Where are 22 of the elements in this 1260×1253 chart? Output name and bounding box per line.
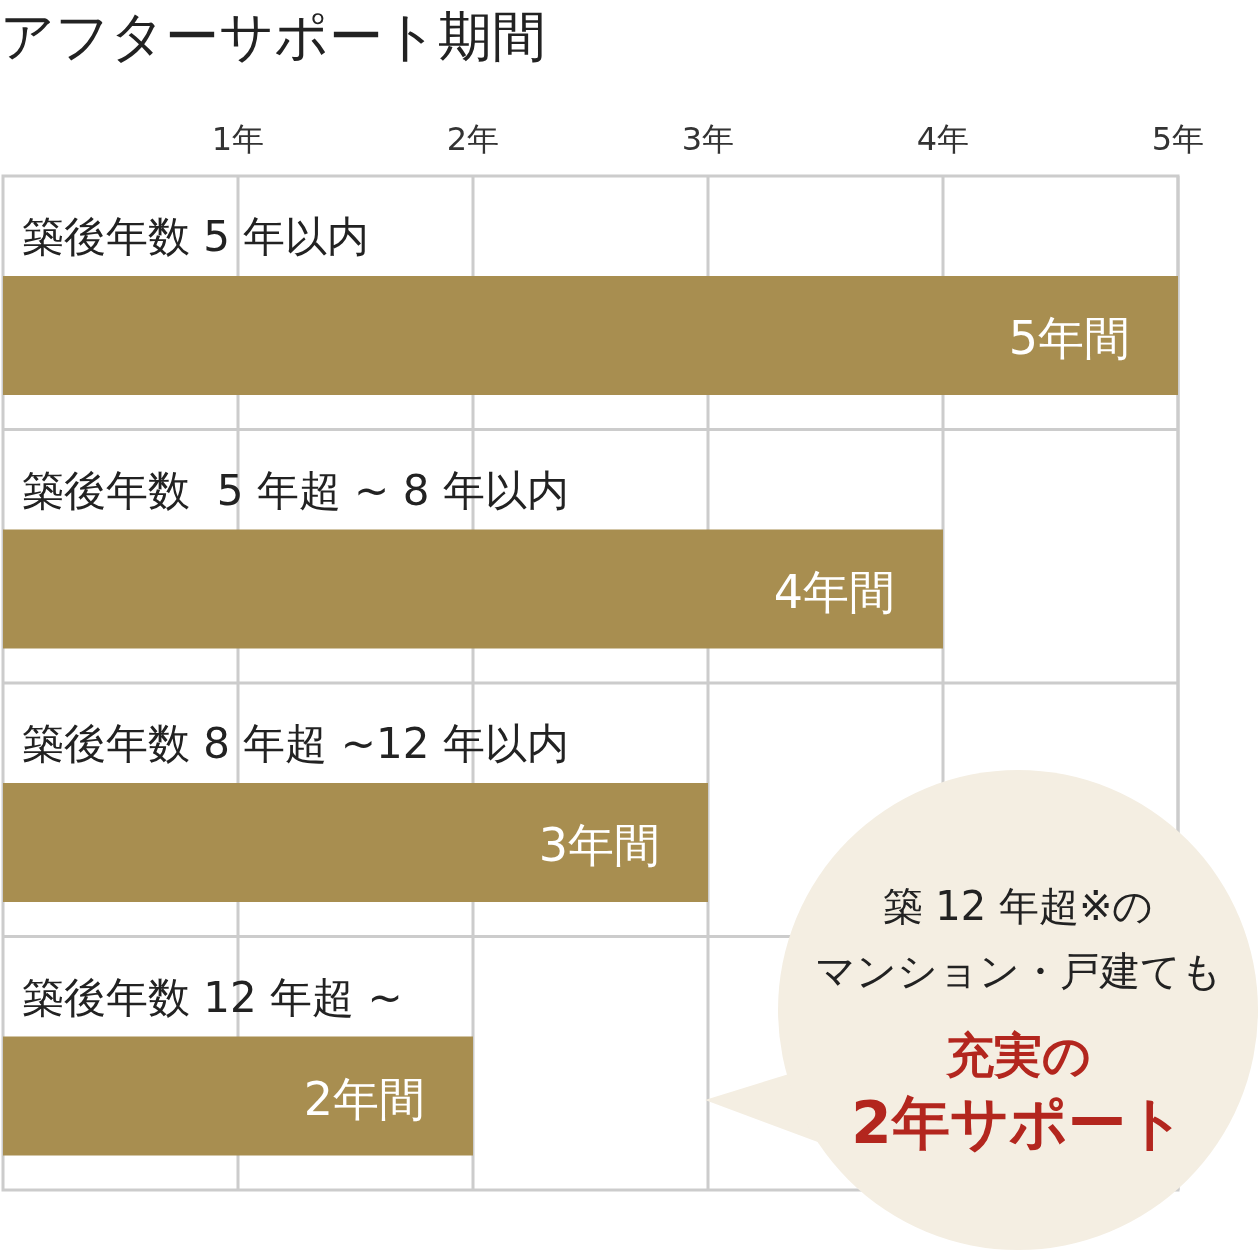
- data-label: 4年間: [773, 564, 895, 619]
- x-tick-label: 3年: [681, 120, 735, 158]
- x-tick-label: 4年: [916, 120, 970, 158]
- bar: [3, 529, 943, 649]
- bar: [3, 1036, 473, 1156]
- y-tick-label: 築後年数 5 年超 ~ 8 年以内: [22, 465, 569, 515]
- annotation: 2年サポート: [851, 1089, 1185, 1157]
- data-label: 3年間: [538, 818, 660, 872]
- bar: [3, 276, 1178, 395]
- x-tick-label: 5年: [1151, 120, 1205, 158]
- annotation: マンション・戸建ても: [814, 948, 1222, 994]
- y-tick-label: 築後年数 8 年超 ~12 年以内: [22, 719, 569, 768]
- data-label: 5年間: [1008, 311, 1130, 365]
- x-tick-label: 2年: [446, 120, 500, 158]
- annotation: 充実の: [944, 1027, 1091, 1083]
- y-tick-label: 築後年数 5 年以内: [22, 212, 370, 261]
- annotation: 築 12 年超※の: [882, 883, 1154, 929]
- chart-title: アフターサポート期間: [0, 5, 546, 68]
- bar: [3, 783, 708, 902]
- y-tick-label: 築後年数 12 年超 ~: [22, 972, 403, 1022]
- data-label: 2年間: [303, 1071, 425, 1126]
- x-tick-label: 1年: [211, 120, 265, 158]
